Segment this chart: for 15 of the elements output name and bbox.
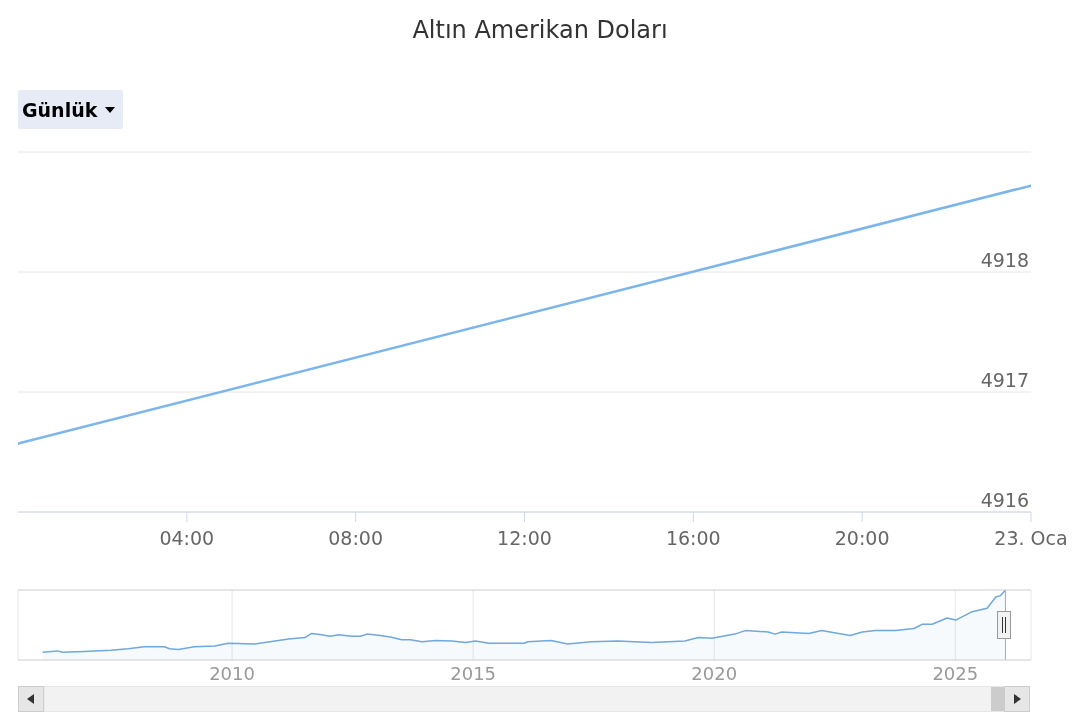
x-tick-label: 04:00 [159,527,215,549]
dropdown-button: Günlük [18,90,124,129]
chart-title: Altın Amerikan Doları [411,15,669,46]
x-tick-label: 2010 [209,663,255,684]
x-tick-label: 08:00 [328,527,384,549]
x-tick-label: 20:00 [834,527,890,549]
x-tick-label: 12:00 [497,527,552,549]
x-tick-label: 16:00 [665,527,721,549]
y-tick-label: 4916 [980,489,1029,511]
x-tick-label: 2020 [691,663,738,684]
x-tick-label: 2015 [450,663,497,684]
x-tick-label: 23. Oca [994,527,1068,549]
y-tick-label: 4917 [980,369,1029,391]
x-tick-label: 2025 [932,663,979,684]
y-tick-label: 4918 [980,249,1029,271]
